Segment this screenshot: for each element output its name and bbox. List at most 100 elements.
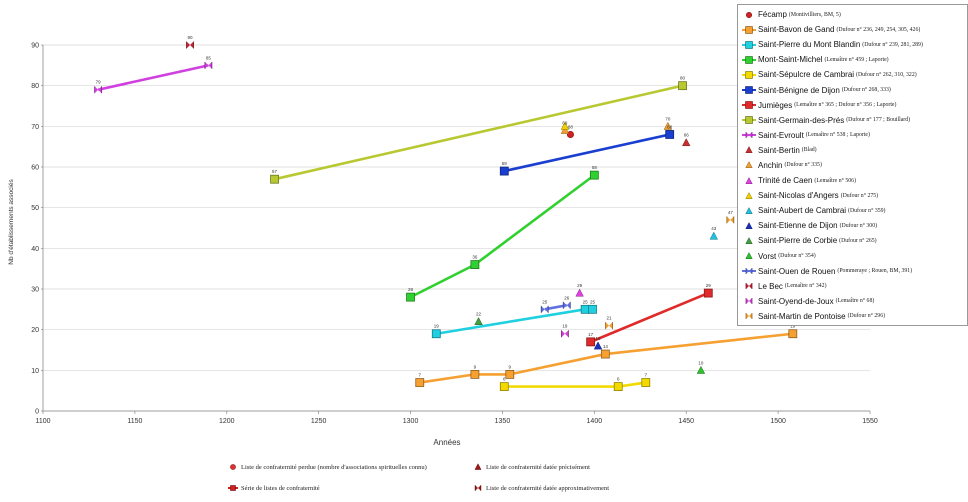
- legend-symbol: [745, 313, 753, 320]
- data-label: 19: [434, 324, 440, 329]
- legend-source: (Blad): [801, 147, 817, 154]
- legend-item: Saint-Germain-des-Prés (Dufour n° 177 ; B…: [742, 113, 965, 128]
- x-tick-label: 1250: [311, 418, 327, 425]
- data-label: 69: [562, 120, 568, 125]
- legend-item: Saint-Bénigne de Dijon (Dufour n° 268, 33…: [742, 82, 965, 97]
- legend-item: Mont-Saint-Michel (Lemaître n° 459 ; Lapo…: [742, 52, 965, 67]
- legend-symbol: [745, 146, 753, 154]
- legend-symbol: [745, 176, 753, 184]
- legend-item: Saint-Martin de Pontoise (Dufour n° 296): [742, 309, 965, 324]
- data-point: [678, 81, 687, 91]
- data-label: 70: [665, 116, 671, 121]
- marker-legend-label: Série de listes de confraternité: [241, 484, 320, 492]
- marker-legend-symbol: [474, 463, 482, 470]
- legend-label: Saint-Bénigne de Dijon: [758, 85, 840, 95]
- legend-label: Saint-Ouen de Rouen: [758, 266, 836, 276]
- legend-item: Trinité de Caen (Lemaître n° 506): [742, 173, 965, 188]
- legend-item: Saint-Ouen de Rouen (Pommeraye ; Rouen, B…: [742, 264, 965, 279]
- legend-symbol: [742, 101, 756, 109]
- legend-source: (Dufour n° 265): [839, 237, 877, 244]
- y-tick-label: 20: [31, 327, 39, 334]
- legend-source: (Montivilliers, BM, 5): [788, 11, 841, 18]
- legend-symbol: [745, 252, 753, 260]
- series-9: [682, 138, 691, 147]
- marker-legend-item: Liste de confraternité perdue (nombre d'…: [228, 463, 427, 471]
- data-point: [709, 231, 719, 240]
- data-point: [600, 349, 610, 359]
- legend-item: Anchin (Dufour n° 335): [742, 158, 965, 173]
- legend-source: (Lemaître n° 506): [814, 177, 856, 184]
- series-line: [504, 381, 646, 388]
- series-15: [474, 316, 483, 325]
- legend-label: Saint-Bavon de Gand: [758, 25, 835, 35]
- legend-label: Saint-Aubert de Cambrai: [758, 206, 847, 216]
- x-axis-title: Années: [433, 438, 460, 447]
- y-tick-label: 30: [31, 287, 39, 294]
- legend-item: Le Bec (Lemaître n° 342): [742, 279, 965, 294]
- marker-legend-symbol: [228, 485, 238, 491]
- y-tick-label: 50: [31, 205, 39, 212]
- data-point: [663, 121, 673, 130]
- legend-item: Saint-Evroult (Lemaître n° 538 ; Laporte): [742, 128, 965, 143]
- marker-legend-symbol: [230, 464, 236, 470]
- series-8: [94, 61, 213, 94]
- data-point: [505, 369, 515, 379]
- series-line: [504, 133, 670, 173]
- data-point: [470, 369, 480, 379]
- legend-item: Vorst (Dufour n° 354): [742, 249, 965, 264]
- data-label: 10: [698, 360, 704, 365]
- data-label: 19: [562, 324, 568, 329]
- legend-symbol: [742, 56, 756, 64]
- data-label: 29: [706, 283, 712, 288]
- series-17: [540, 301, 571, 313]
- series-line: [97, 64, 209, 92]
- data-label: 68: [667, 124, 673, 129]
- x-tick-label: 1200: [219, 418, 235, 425]
- series-6: [586, 288, 713, 347]
- legend-item: Saint-Pierre de Corbie (Dufour n° 265): [742, 233, 965, 248]
- legend-symbol: [742, 40, 756, 49]
- legend-source: (Pommeraye ; Rouen, BM, 391): [837, 268, 913, 275]
- series-4: [499, 378, 651, 392]
- marker-legend-item: Liste de confraternité datée précisément: [473, 463, 590, 471]
- legend-symbol: [742, 25, 756, 34]
- legend-label: Le Bec: [758, 281, 783, 291]
- series-20: [605, 216, 735, 330]
- legend-symbol: [745, 191, 753, 199]
- legend-source: (Dufour n° 354): [778, 253, 816, 260]
- legend-symbol: [745, 237, 753, 244]
- data-point: [560, 121, 570, 130]
- legend-item: Saint-Sépulcre de Cambrai (Dufour n° 262,…: [742, 67, 965, 82]
- legend: Fécamp (Montivilliers, BM, 5) Saint-Bavon …: [737, 4, 968, 326]
- data-point: [586, 337, 596, 347]
- data-label: 7: [418, 373, 421, 378]
- legend-label: Fécamp: [758, 10, 787, 20]
- data-point: [186, 41, 194, 49]
- data-label: 68: [568, 124, 574, 129]
- legend-symbol: [742, 116, 756, 125]
- series-line: [590, 291, 709, 344]
- data-label: 25: [590, 299, 596, 304]
- data-label: 25: [542, 299, 548, 304]
- series-line: [274, 84, 683, 181]
- legend-symbol: [745, 161, 753, 169]
- axes: 0 10 20 30 40 50 60 70 80 90 1100 1150 1200 1250 1300 1…: [31, 43, 878, 426]
- legend-source: (Dufour n° 275): [840, 192, 879, 199]
- data-point: [499, 166, 509, 176]
- series-7: [270, 81, 687, 184]
- y-tick-label: 60: [31, 165, 39, 172]
- data-point: [561, 330, 569, 338]
- data-label: 19: [790, 324, 796, 329]
- series-14: [593, 341, 603, 350]
- marker-legend-item: Liste de confraternité datée approximati…: [473, 484, 609, 492]
- data-point: [560, 125, 570, 134]
- legend-item: Saint-Nicolas d'Angers (Dufour n° 275): [742, 188, 965, 203]
- data-label: 28: [408, 287, 414, 292]
- y-tick-label: 90: [31, 43, 39, 50]
- legend-symbol: [742, 86, 756, 94]
- legend-label: Saint-Evroult: [758, 130, 804, 140]
- x-tick-label: 1300: [403, 418, 419, 425]
- series-0: [566, 130, 574, 138]
